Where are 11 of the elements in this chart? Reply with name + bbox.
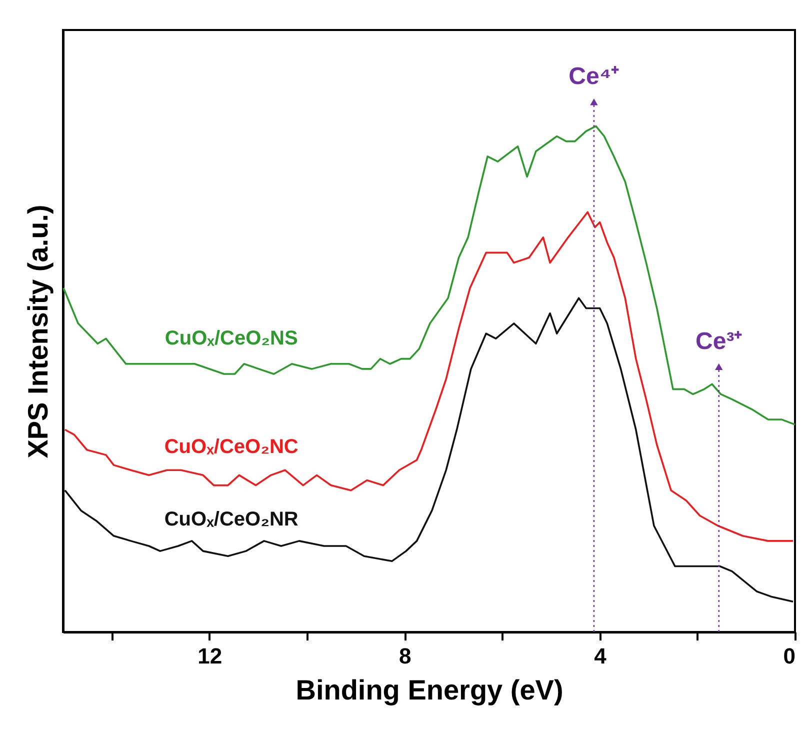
- ref-line-label: Ce⁴⁺: [568, 63, 620, 90]
- series-label: CuOₓ/CeO₂NS: [164, 328, 298, 350]
- y-axis-title: XPS Intensity (a.u.): [22, 204, 54, 458]
- series-label: CuOₓ/CeO₂NR: [164, 508, 299, 531]
- x-tick-label: 4: [594, 644, 608, 668]
- x-tick-label: 12: [198, 644, 222, 668]
- x-tick-label: 8: [398, 644, 412, 668]
- ref-line-label: Ce³⁺: [696, 328, 742, 356]
- series-label: CuOₓ/CeO₂NC: [164, 436, 298, 458]
- x-axis-title: Binding Energy (eV): [296, 674, 564, 706]
- x-tick-label: 0: [783, 644, 796, 668]
